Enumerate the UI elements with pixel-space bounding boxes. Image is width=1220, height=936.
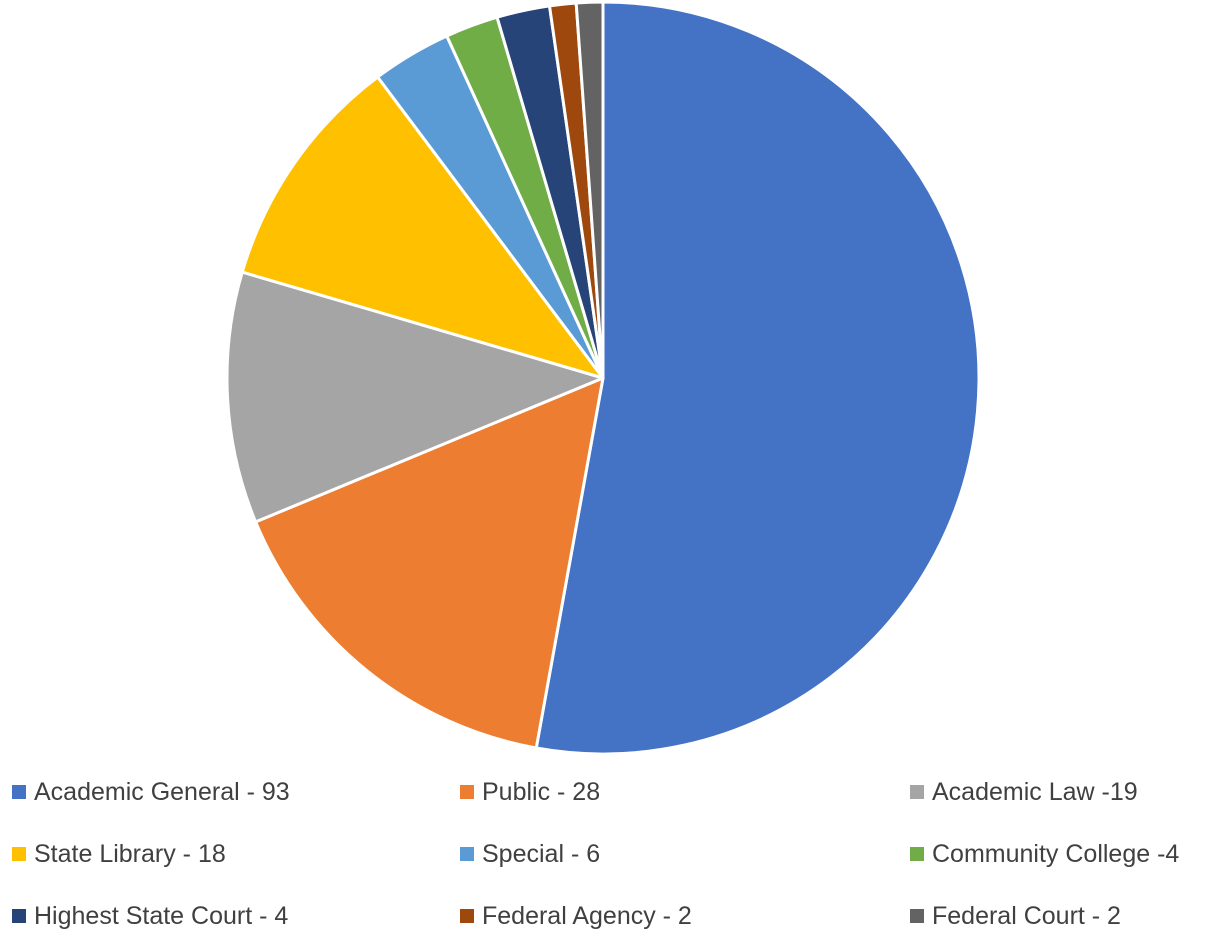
legend-label: Special - 6 xyxy=(482,840,601,868)
legend-swatch xyxy=(910,909,924,923)
legend-item-8: Federal Agency - 2 xyxy=(460,896,692,936)
legend-label: Academic General - 93 xyxy=(34,778,290,806)
legend-item-2: Public - 28 xyxy=(460,772,600,812)
legend-label: Highest State Court - 4 xyxy=(34,902,289,930)
legend-label: Community College -4 xyxy=(932,840,1180,868)
legend-item-4: State Library - 18 xyxy=(12,834,226,874)
legend-item-6: Community College -4 xyxy=(910,834,1179,874)
pie-plot-area xyxy=(225,0,981,756)
pie-slice-9 xyxy=(574,0,605,380)
legend-swatch xyxy=(12,785,26,799)
legend-swatch xyxy=(910,785,924,799)
legend-item-5: Special - 6 xyxy=(460,834,600,874)
legend-item-9: Federal Court - 2 xyxy=(910,896,1121,936)
chart-legend: Academic General - 93 Public - 28 Academic… xyxy=(0,760,1220,934)
pie-slice-3 xyxy=(225,270,605,524)
pie-slice-2 xyxy=(254,376,605,750)
legend-item-7: Highest State Court - 4 xyxy=(12,896,288,936)
legend-swatch xyxy=(12,909,26,923)
legend-label: Public - 28 xyxy=(482,778,601,806)
legend-swatch xyxy=(460,847,474,861)
legend-item-3: Academic Law -19 xyxy=(910,772,1138,812)
legend-swatch xyxy=(460,909,474,923)
legend-item-1: Academic General - 93 xyxy=(12,772,290,812)
legend-label: Federal Court - 2 xyxy=(932,902,1121,930)
pie-slice-4 xyxy=(240,75,605,380)
pie-slice-1 xyxy=(534,0,981,756)
legend-swatch xyxy=(460,785,474,799)
legend-swatch xyxy=(12,847,26,861)
legend-label: Federal Agency - 2 xyxy=(482,902,692,930)
legend-label: Academic Law -19 xyxy=(932,778,1138,806)
legend-label: State Library - 18 xyxy=(34,840,226,868)
legend-swatch xyxy=(910,847,924,861)
